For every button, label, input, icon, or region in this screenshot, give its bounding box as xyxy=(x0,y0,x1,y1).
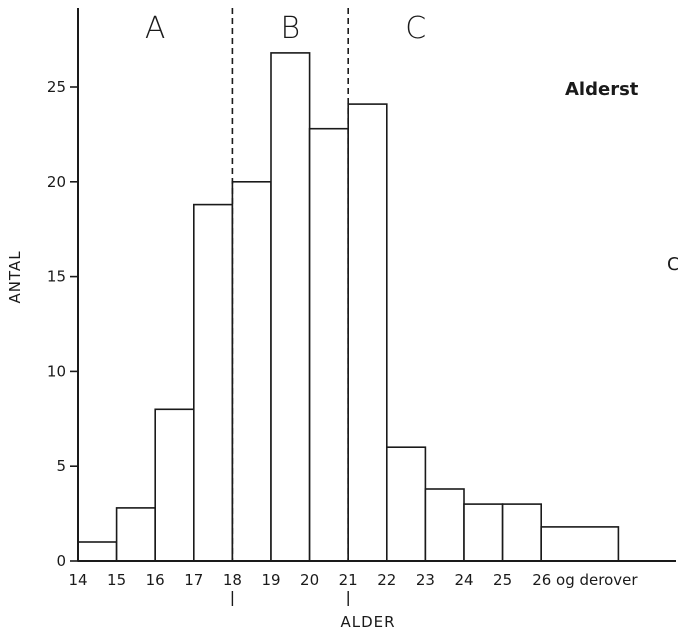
chart-title: Alderst xyxy=(565,79,639,100)
y-tick-label-0: 0 xyxy=(56,552,66,570)
x-tick-label-0: 14 xyxy=(68,571,87,589)
histogram-bar-1 xyxy=(115,507,156,562)
x-tick-label-9: 23 xyxy=(416,571,435,589)
x-tick-label-2: 16 xyxy=(146,571,165,589)
histogram-bar-6 xyxy=(308,127,350,562)
histogram-bar-0 xyxy=(77,541,118,562)
x-axis-ticks: 14 15 16 17 18 19 20 21 22 23 24 25 26 og derover xyxy=(68,571,638,589)
x-tick-label-11: 25 xyxy=(493,571,512,589)
y-tick-label-5: 5 xyxy=(56,457,66,475)
side-text: C xyxy=(667,254,678,275)
region-label-a: A xyxy=(145,11,166,46)
x-tick-label-8: 22 xyxy=(377,571,396,589)
region-label-b: B xyxy=(280,11,300,46)
x-tick-label-6: 20 xyxy=(300,571,319,589)
x-tick-label-3: 17 xyxy=(184,571,203,589)
histogram-bar-5 xyxy=(270,52,311,562)
histogram-bar-9 xyxy=(424,488,465,562)
region-labels: A B C xyxy=(145,11,426,46)
x-tick-label-5: 19 xyxy=(261,571,280,589)
y-tick-label-10: 10 xyxy=(47,362,66,380)
y-tick-label-25: 25 xyxy=(47,78,66,96)
histogram-bars xyxy=(77,52,620,562)
x-axis-label: ALDER xyxy=(340,613,395,631)
region-label-c: C xyxy=(405,11,426,46)
region-dividers xyxy=(231,8,350,606)
axes xyxy=(77,8,676,562)
y-axis-ticks: 0 5 10 15 20 25 xyxy=(47,78,78,570)
y-tick-label-15: 15 xyxy=(47,268,66,286)
histogram-bar-11 xyxy=(501,503,543,562)
histogram-bar-8 xyxy=(385,446,427,562)
histogram-bar-10 xyxy=(463,503,504,562)
histogram-bar-2 xyxy=(154,408,195,562)
x-tick-label-4: 18 xyxy=(223,571,242,589)
x-tick-label-12: 26 og derover xyxy=(532,571,638,589)
y-axis-label: ANTAL xyxy=(6,250,24,303)
histogram-bar-4 xyxy=(231,181,272,562)
y-tick-label-20: 20 xyxy=(47,173,66,191)
histogram-bar-3 xyxy=(193,203,234,562)
histogram-bar-12 xyxy=(540,526,620,562)
x-tick-label-7: 21 xyxy=(339,571,358,589)
histogram-bar-7 xyxy=(347,103,388,562)
x-tick-label-1: 15 xyxy=(107,571,126,589)
x-tick-label-10: 24 xyxy=(454,571,473,589)
